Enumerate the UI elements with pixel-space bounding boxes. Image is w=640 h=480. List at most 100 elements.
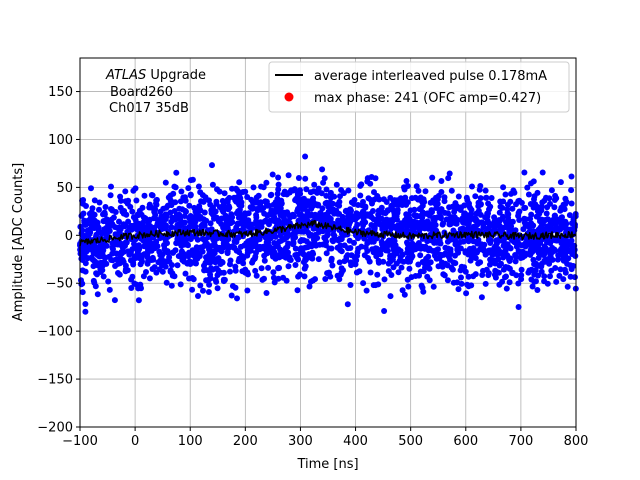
scatter-point	[121, 223, 128, 230]
scatter-point	[463, 290, 470, 297]
scatter-point	[92, 243, 98, 250]
scatter-point	[294, 190, 301, 197]
scatter-point	[232, 263, 239, 270]
scatter-point	[553, 278, 560, 285]
scatter-point	[399, 287, 406, 294]
scatter-point	[522, 243, 529, 250]
scatter-point	[547, 273, 553, 280]
scatter-point	[562, 269, 569, 276]
scatter-point	[512, 258, 519, 265]
scatter-point	[498, 260, 504, 267]
scatter-point	[524, 184, 531, 191]
scatter-point	[101, 209, 108, 216]
scatter-point	[283, 254, 289, 261]
scatter-point	[525, 191, 532, 198]
scatter-point	[126, 225, 133, 232]
scatter-point	[297, 202, 304, 209]
scatter-point	[153, 197, 160, 204]
scatter-point	[275, 186, 282, 193]
scatter-point	[518, 199, 525, 206]
scatter-point	[347, 282, 354, 288]
scatter-point	[525, 269, 532, 276]
scatter-point	[227, 268, 233, 275]
scatter-point	[189, 286, 196, 293]
scatter-point	[362, 244, 369, 251]
scatter-point	[276, 238, 283, 245]
scatter-point	[278, 250, 285, 257]
scatter-point	[372, 245, 379, 252]
scatter-point	[509, 205, 516, 212]
scatter-point	[142, 215, 149, 222]
atlas-annotation: ATLAS Upgrade Board260 Ch017 35dB	[105, 68, 206, 116]
scatter-point	[239, 253, 245, 260]
scatter-point	[413, 183, 420, 190]
scatter-point	[567, 273, 574, 280]
scatter-point	[231, 238, 238, 245]
scatter-point	[334, 201, 341, 208]
scatter-point	[333, 181, 340, 188]
scatter-point	[293, 195, 300, 202]
scatter-point	[535, 255, 542, 261]
scatter-point	[488, 195, 495, 201]
scatter-point	[303, 186, 310, 193]
scatter-point	[203, 254, 209, 261]
scatter-point	[132, 217, 139, 223]
scatter-point	[487, 239, 494, 246]
scatter-point	[515, 304, 522, 310]
scatter-point	[174, 262, 181, 269]
scatter-point	[524, 223, 531, 230]
scatter-point	[355, 202, 362, 208]
scatter-point	[396, 257, 403, 264]
scatter-point	[283, 277, 290, 284]
scatter-point	[469, 183, 475, 190]
x-tick-label: 0	[131, 434, 139, 449]
scatter-point	[546, 195, 553, 202]
scatter-point	[390, 253, 397, 260]
scatter-point	[477, 195, 484, 202]
scatter-point	[516, 217, 523, 223]
x-tick-label: 700	[508, 434, 533, 449]
scatter-point	[122, 268, 129, 275]
scatter-point	[135, 242, 142, 249]
scatter-point	[482, 187, 489, 194]
scatter-point	[500, 184, 507, 191]
scatter-point	[240, 260, 247, 267]
scatter-point	[388, 225, 395, 232]
scatter-point	[408, 274, 415, 281]
scatter-point	[530, 178, 537, 185]
scatter-point	[82, 301, 89, 307]
average-pulse-line	[79, 219, 577, 247]
scatter-point	[187, 192, 194, 199]
scatter-point	[458, 274, 464, 281]
scatter-point	[235, 258, 242, 265]
scatter-point	[185, 259, 192, 266]
scatter-point	[563, 256, 570, 263]
scatter-point	[499, 278, 506, 285]
scatter-point	[215, 218, 222, 225]
scatter-point	[208, 207, 215, 214]
scatter-point	[261, 257, 268, 264]
scatter-point	[337, 193, 343, 200]
scatter-point	[182, 197, 189, 204]
scatter-point	[168, 224, 175, 231]
scatter-point	[94, 291, 101, 298]
scatter-point	[168, 218, 175, 225]
scatter-point	[128, 285, 135, 291]
scatter-point	[94, 250, 101, 257]
scatter-point	[528, 211, 535, 218]
x-tick-label: 400	[343, 434, 368, 449]
scatter-point	[165, 194, 172, 201]
scatter-point	[221, 190, 228, 197]
scatter-point	[429, 174, 436, 181]
scatter-point	[529, 249, 536, 256]
scatter-point	[560, 276, 567, 283]
scatter-point	[265, 264, 272, 271]
scatter-point	[555, 252, 562, 259]
scatter-point	[404, 245, 411, 252]
scatter-point	[489, 252, 496, 258]
scatter-point	[458, 263, 465, 270]
scatter-point	[185, 253, 192, 260]
legend-dot-swatch	[284, 92, 294, 102]
scatter-point	[411, 206, 418, 213]
scatter-point	[221, 206, 228, 213]
